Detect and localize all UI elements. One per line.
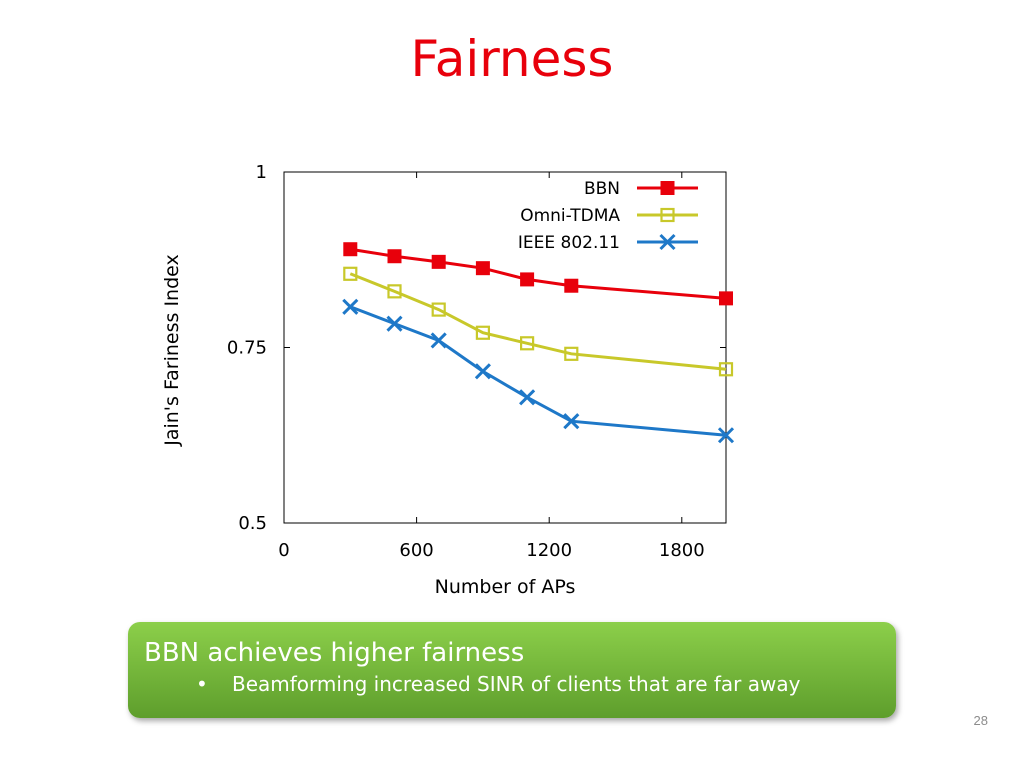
- data-point-omni-tdma: [475, 325, 490, 340]
- data-point-bbn: [387, 249, 402, 264]
- data-point-ieee-802-11: [386, 315, 403, 332]
- series-line-omni-tdma: [349, 272, 727, 371]
- callout-main-text: BBN achieves higher fairness: [144, 638, 525, 668]
- data-point-ieee-802-11: [563, 413, 580, 430]
- x-axis-label: Number of APs: [435, 576, 576, 598]
- bullet-marker: •: [196, 672, 208, 696]
- series-line-ieee-802-11: [349, 305, 727, 437]
- data-point-omni-tdma: [387, 284, 402, 299]
- x-tick-label: 1800: [659, 540, 705, 561]
- y-tick-label: 0.75: [227, 338, 267, 359]
- data-point-omni-tdma: [718, 362, 734, 377]
- data-point-ieee-802-11: [342, 298, 359, 315]
- x-tick-label: 600: [399, 540, 433, 561]
- y-tick-label: 0.5: [238, 513, 267, 534]
- plot-frame: [283, 171, 727, 524]
- slide-title: Fairness: [410, 30, 614, 88]
- y-tick-label: 1: [256, 162, 267, 183]
- legend-label-omni-tdma: Omni-TDMA: [520, 206, 620, 226]
- callout-bullet-item: • Beamforming increased SINR of clients t…: [196, 670, 880, 698]
- data-point-ieee-802-11: [430, 332, 447, 349]
- legend-label-ieee-802-11: IEEE 802.11: [518, 233, 620, 253]
- data-point-bbn: [475, 261, 490, 276]
- x-tick-label: 0: [278, 540, 289, 561]
- data-point-omni-tdma: [431, 302, 446, 317]
- data-point-ieee-802-11: [519, 389, 536, 406]
- page-number: 28: [973, 713, 988, 728]
- data-point-bbn: [431, 254, 446, 269]
- legend-label-bbn: BBN: [584, 179, 620, 199]
- data-point-ieee-802-11: [717, 427, 735, 444]
- callout-bullet-text: Beamforming increased SINR of clients th…: [232, 672, 801, 696]
- data-point-bbn: [520, 272, 535, 287]
- data-point-ieee-802-11: [474, 363, 491, 380]
- data-point-bbn: [564, 278, 579, 293]
- legend-marker-ieee-802-11: [659, 233, 676, 251]
- data-point-bbn: [343, 242, 358, 257]
- y-axis-label: Jain's Fariness Index: [161, 254, 183, 447]
- data-point-omni-tdma: [519, 336, 535, 351]
- x-tick-label: 1200: [526, 540, 572, 561]
- data-point-bbn: [719, 291, 733, 306]
- series-line-bbn: [350, 247, 727, 300]
- legend-marker-omni-tdma: [660, 207, 675, 223]
- takeaway-callout: BBN achieves higher fairness • Beamformin…: [128, 622, 896, 718]
- data-point-omni-tdma: [564, 346, 579, 361]
- data-point-omni-tdma: [343, 266, 358, 281]
- legend-marker-bbn: [660, 181, 675, 195]
